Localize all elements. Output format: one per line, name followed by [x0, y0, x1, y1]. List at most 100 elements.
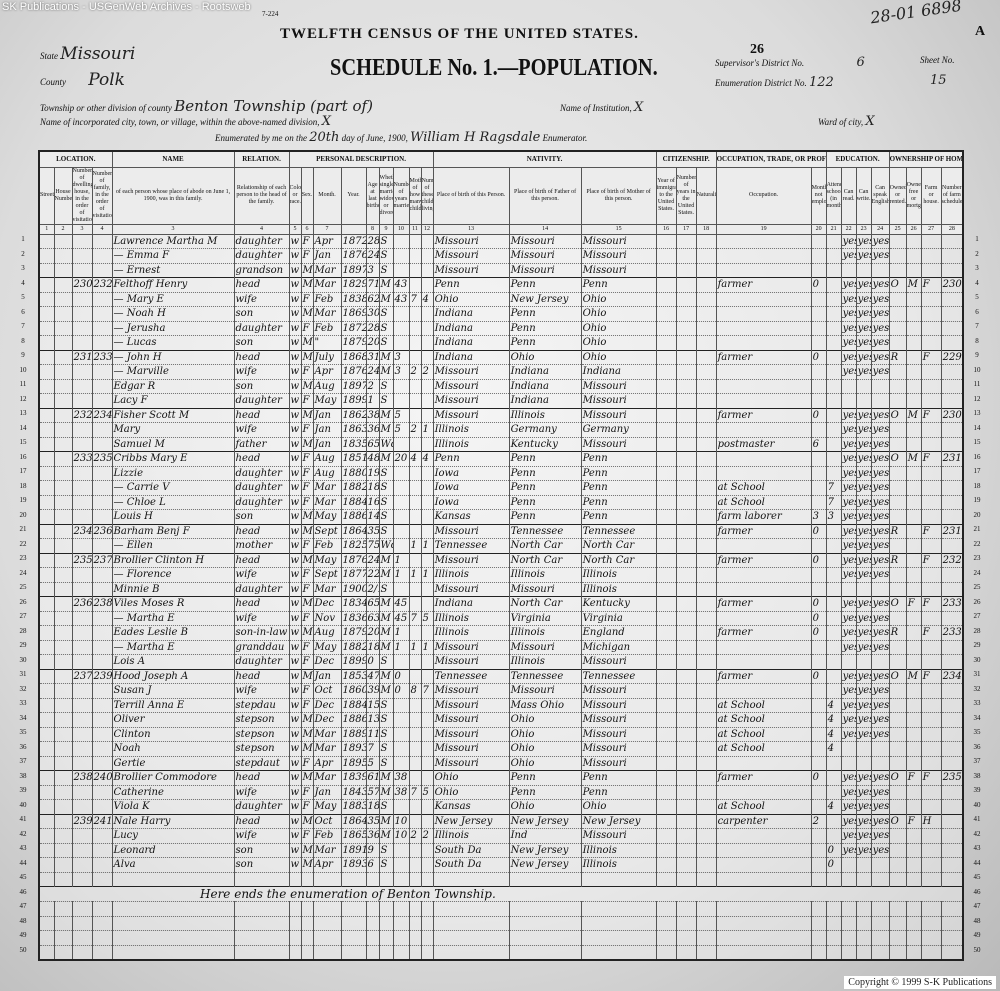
table-cell: [408, 741, 422, 757]
table-cell: [888, 364, 907, 380]
table-cell: head: [233, 349, 290, 365]
table-cell: S: [378, 712, 394, 728]
column-number: 17: [675, 223, 697, 235]
table-cell: [655, 349, 677, 365]
table-cell: [38, 610, 55, 626]
table-cell: 2: [420, 828, 434, 844]
table-cell: — Lucas: [111, 335, 235, 351]
table-cell: [675, 930, 697, 946]
row-number: 16: [19, 452, 27, 461]
table-cell: [378, 944, 394, 960]
table-cell: M: [378, 349, 394, 365]
table-cell: [695, 697, 717, 713]
table-cell: [810, 465, 827, 481]
table-cell: [920, 697, 942, 713]
table-cell: [408, 654, 422, 670]
table-cell: [695, 494, 717, 510]
table-cell: [408, 277, 422, 293]
table-cell: [378, 901, 394, 917]
table-cell: Penn: [580, 465, 657, 481]
table-cell: Kentucky: [580, 596, 657, 612]
table-cell: wife: [233, 610, 290, 626]
table-cell: [825, 349, 842, 365]
table-cell: Noah: [111, 741, 235, 757]
table-cell: Illinois: [580, 842, 657, 858]
table-cell: [233, 930, 290, 946]
table-cell: 2: [810, 813, 827, 829]
table-cell: [940, 871, 964, 887]
table-cell: [91, 233, 113, 249]
table-cell: w: [288, 552, 302, 568]
table-cell: 4: [825, 741, 842, 757]
table-cell: [905, 509, 922, 525]
table-cell: [91, 712, 113, 728]
table-cell: Missouri: [580, 697, 657, 713]
table-cell: [53, 567, 73, 583]
table-cell: M: [300, 712, 314, 728]
table-cell: Dec: [312, 596, 342, 612]
table-cell: yes: [840, 639, 857, 655]
table-cell: [840, 755, 857, 771]
table-cell: F: [905, 596, 922, 612]
table-cell: [940, 480, 964, 496]
enumerated-line: Enumerated by me on the 20th day of June…: [215, 130, 588, 145]
table-cell: North Car: [508, 538, 582, 554]
table-cell: [940, 262, 964, 278]
table-cell: [408, 726, 422, 742]
table-cell: [655, 567, 677, 583]
column-header: Year.: [340, 166, 367, 225]
table-cell: w: [288, 741, 302, 757]
table-cell: F: [920, 277, 942, 293]
table-cell: Missouri: [580, 828, 657, 844]
table-cell: [888, 755, 907, 771]
table-cell: [655, 915, 677, 931]
table-cell: Ohio: [508, 741, 582, 757]
table-cell: [888, 915, 907, 931]
table-cell: [71, 828, 93, 844]
table-cell: M: [300, 349, 314, 365]
table-cell: [675, 625, 697, 641]
table-cell: [312, 871, 342, 887]
table-cell: 236: [91, 523, 113, 539]
table-cell: farmer: [715, 407, 812, 423]
table-cell: Ohio: [508, 349, 582, 365]
table-cell: 0: [365, 654, 380, 670]
table-cell: — Martha E: [111, 610, 235, 626]
table-cell: [840, 393, 857, 409]
table-cell: [53, 610, 73, 626]
table-cell: [920, 465, 942, 481]
table-cell: Ohio: [508, 799, 582, 815]
table-cell: Dec: [312, 654, 342, 670]
table-cell: son: [233, 842, 290, 858]
table-cell: [715, 930, 812, 946]
table-cell: stepson: [233, 712, 290, 728]
table-cell: [920, 930, 942, 946]
table-cell: M: [378, 610, 394, 626]
table-cell: 7: [420, 683, 434, 699]
table-cell: [71, 378, 93, 394]
table-cell: [655, 712, 677, 728]
row-number: 50: [973, 945, 981, 954]
column-header: Street.: [38, 166, 55, 225]
table-cell: Penn: [432, 451, 510, 467]
table-cell: Indiana: [432, 349, 510, 365]
table-cell: M: [378, 625, 394, 641]
table-cell: [71, 291, 93, 307]
table-cell: [392, 741, 410, 757]
row-number: 18: [19, 481, 27, 490]
table-cell: [71, 683, 93, 699]
table-cell: 237: [91, 552, 113, 568]
table-cell: 1869: [340, 306, 367, 322]
row-number: 49: [19, 931, 27, 939]
table-cell: [655, 277, 677, 293]
column-number: 11: [408, 223, 422, 235]
table-cell: yes: [840, 799, 857, 815]
table-cell: [675, 639, 697, 655]
table-cell: yes: [870, 726, 890, 742]
table-cell: w: [288, 668, 302, 684]
table-cell: [655, 233, 677, 249]
table-cell: [312, 930, 342, 946]
table-cell: w: [288, 683, 302, 699]
table-cell: [920, 364, 942, 380]
